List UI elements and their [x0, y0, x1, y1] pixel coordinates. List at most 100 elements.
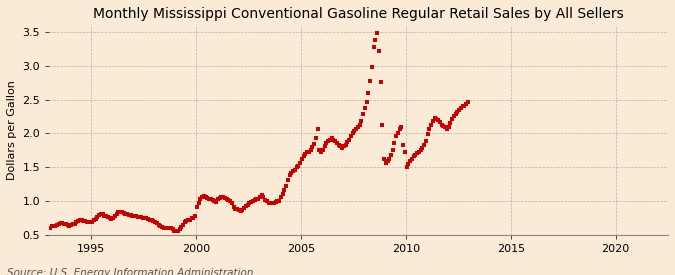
Point: [296, 157, 307, 161]
Point: [219, 196, 230, 200]
Point: [384, 156, 395, 161]
Point: [190, 213, 200, 218]
Point: [174, 227, 185, 231]
Point: [178, 223, 188, 227]
Point: [232, 207, 242, 212]
Point: [269, 201, 279, 206]
Point: [331, 141, 342, 145]
Point: [148, 219, 159, 223]
Point: [186, 216, 197, 221]
Point: [408, 154, 419, 158]
Point: [139, 216, 150, 221]
Point: [50, 224, 61, 228]
Point: [406, 156, 417, 161]
Point: [172, 228, 183, 233]
Point: [213, 197, 223, 202]
Point: [254, 194, 265, 199]
Point: [86, 219, 97, 224]
Point: [159, 226, 169, 230]
Point: [391, 134, 402, 138]
Point: [260, 198, 271, 202]
Point: [418, 143, 429, 147]
Point: [433, 118, 443, 122]
Point: [329, 139, 340, 143]
Point: [169, 228, 180, 233]
Point: [183, 218, 194, 222]
Point: [249, 198, 260, 202]
Point: [333, 143, 344, 147]
Point: [375, 80, 386, 84]
Point: [359, 106, 370, 111]
Point: [372, 31, 383, 35]
Point: [221, 196, 232, 201]
Point: [73, 219, 84, 223]
Point: [382, 159, 393, 164]
Point: [275, 195, 286, 199]
Point: [90, 217, 101, 221]
Point: [202, 196, 213, 200]
Point: [354, 122, 365, 127]
Point: [316, 150, 327, 155]
Point: [228, 205, 239, 210]
Point: [441, 127, 452, 132]
Point: [258, 195, 269, 199]
Point: [74, 218, 85, 222]
Point: [337, 145, 348, 150]
Point: [302, 150, 313, 155]
Point: [57, 221, 68, 225]
Point: [99, 213, 110, 218]
Point: [195, 197, 206, 202]
Point: [356, 118, 367, 123]
Point: [325, 138, 335, 142]
Point: [151, 221, 162, 225]
Point: [364, 78, 375, 83]
Point: [165, 226, 176, 231]
Point: [400, 150, 410, 154]
Point: [200, 194, 211, 199]
Point: [76, 218, 87, 222]
Point: [284, 173, 295, 177]
Point: [415, 148, 426, 152]
Point: [209, 199, 220, 203]
Point: [240, 204, 251, 208]
Point: [431, 117, 442, 122]
Point: [447, 116, 458, 121]
Point: [426, 122, 437, 127]
Point: [298, 154, 309, 158]
Point: [295, 160, 306, 165]
Point: [323, 139, 333, 143]
Point: [47, 224, 57, 229]
Point: [59, 222, 70, 226]
Point: [462, 99, 473, 104]
Point: [153, 223, 164, 227]
Point: [454, 108, 464, 112]
Point: [328, 138, 339, 142]
Point: [350, 127, 361, 132]
Point: [78, 219, 89, 223]
Point: [230, 207, 241, 211]
Point: [108, 215, 119, 220]
Point: [338, 144, 349, 148]
Point: [452, 110, 463, 115]
Point: [368, 45, 379, 50]
Point: [218, 195, 229, 199]
Point: [445, 121, 456, 125]
Point: [423, 132, 433, 136]
Point: [314, 148, 325, 152]
Point: [402, 164, 412, 169]
Point: [358, 112, 369, 116]
Point: [410, 152, 421, 157]
Point: [246, 200, 256, 204]
Point: [377, 123, 387, 128]
Point: [385, 152, 396, 157]
Point: [251, 197, 262, 202]
Point: [129, 213, 140, 218]
Point: [142, 217, 153, 221]
Point: [286, 171, 297, 175]
Point: [393, 131, 404, 135]
Point: [361, 99, 372, 104]
Point: [370, 38, 381, 43]
Point: [111, 211, 122, 216]
Point: [380, 161, 391, 166]
Point: [207, 198, 218, 202]
